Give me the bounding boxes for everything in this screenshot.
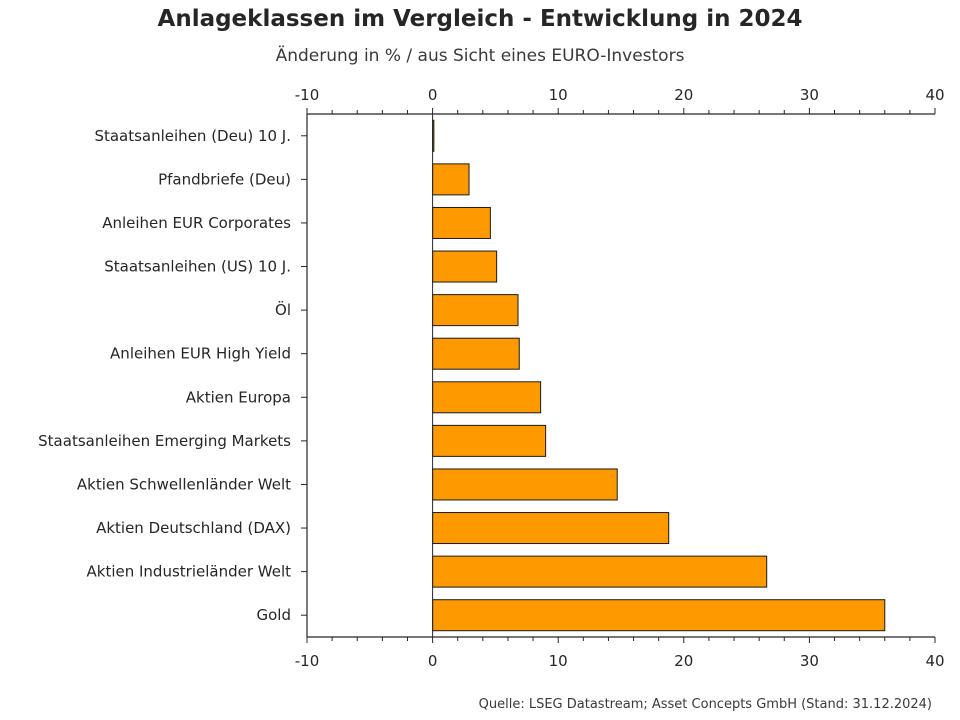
- x-tick-label-top: 40: [925, 86, 944, 104]
- x-tick-label-bottom: -10: [295, 652, 320, 670]
- category-label: Aktien Deutschland (DAX): [96, 519, 291, 537]
- x-tick-label-top: 20: [674, 86, 693, 104]
- x-tick-label-top: 30: [800, 86, 819, 104]
- category-label: Anleihen EUR Corporates: [102, 214, 291, 232]
- chart-subtitle: Änderung in % / aus Sicht eines EURO-Inv…: [275, 46, 685, 66]
- category-label: Pfandbriefe (Deu): [158, 170, 291, 188]
- category-label: Staatsanleihen Emerging Markets: [38, 432, 291, 450]
- x-tick-label-bottom: 20: [674, 652, 693, 670]
- bar: [432, 424, 547, 457]
- category-label: Anleihen EUR High Yield: [110, 345, 291, 363]
- x-tick-label-bottom: 40: [925, 652, 944, 670]
- x-tick-label-top: -10: [295, 86, 320, 104]
- bar: [432, 599, 886, 632]
- category-label: Aktien Schwellenländer Welt: [77, 475, 291, 493]
- bars-group: [432, 119, 886, 632]
- axes-group: [301, 108, 936, 643]
- x-tick-label-bottom: 30: [800, 652, 819, 670]
- x-tick-label-top: 0: [428, 86, 438, 104]
- bar: [432, 337, 520, 370]
- category-label: Aktien Europa: [186, 388, 291, 406]
- category-label: Gold: [257, 606, 292, 624]
- labels-group: -10 -10 0 0 10 10 20 20 30 30 40 40 Staatsanleihen (…: [38, 86, 944, 670]
- category-label: Staatsanleihen (US) 10 J.: [104, 258, 291, 276]
- x-tick-label-top: 10: [549, 86, 568, 104]
- bar: [432, 163, 470, 196]
- x-tick-label-bottom: 0: [428, 652, 438, 670]
- category-label: Staatsanleihen (Deu) 10 J.: [94, 127, 291, 145]
- bar: [432, 512, 670, 545]
- source-note: Quelle: LSEG Datastream; Asset Concepts …: [478, 697, 932, 712]
- bar: [432, 381, 542, 414]
- bar: [432, 206, 491, 239]
- bar: [432, 250, 498, 283]
- x-tick-label-bottom: 10: [549, 652, 568, 670]
- bar: [432, 468, 618, 501]
- bar: [432, 555, 768, 588]
- category-label: Öl: [275, 300, 291, 319]
- bar: [432, 294, 519, 327]
- chart-title: Anlageklassen im Vergleich - Entwicklung…: [157, 6, 803, 32]
- category-label: Aktien Industrieländer Welt: [87, 563, 292, 581]
